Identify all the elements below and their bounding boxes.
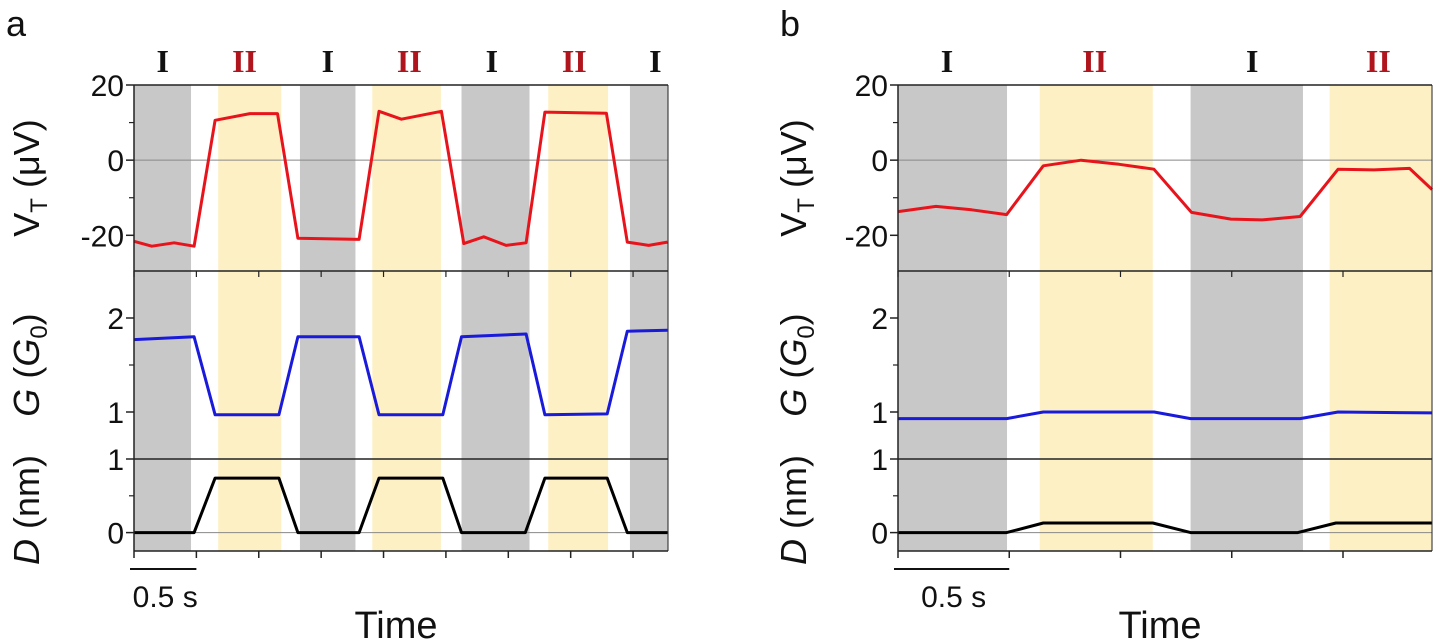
y-axis-label-VT: VT (μV) xyxy=(773,119,820,236)
y-tick-label: 1 xyxy=(107,444,124,477)
y-tick-label: 2 xyxy=(107,303,124,336)
state-label: II xyxy=(1366,43,1391,79)
series-G-line xyxy=(133,328,668,417)
y-tick-label: 2 xyxy=(871,303,888,336)
state-II-region xyxy=(218,85,282,551)
state-I-region xyxy=(629,85,668,551)
x-axis-label: Time xyxy=(354,605,437,644)
state-label: I xyxy=(649,43,661,79)
y-axis-label-G: G (G0) xyxy=(773,313,820,416)
state-label: I xyxy=(486,43,498,79)
y-tick-label: 0 xyxy=(107,518,124,551)
y-axis-label-D: D (nm) xyxy=(773,455,814,565)
state-I-region xyxy=(1190,85,1303,551)
y-tick-label: 20 xyxy=(855,70,888,103)
series-D-line xyxy=(898,521,1432,535)
state-II-region xyxy=(1039,85,1153,551)
scale-bar-label: 0.5 s xyxy=(133,581,198,614)
state-I-region xyxy=(134,85,192,551)
y-axis-label-G: G (G0) xyxy=(6,313,53,416)
series-D-line xyxy=(134,476,668,535)
y-tick-label: 1 xyxy=(107,397,124,430)
y-tick-label: 20 xyxy=(91,70,124,103)
y-axis-label-D: D (nm) xyxy=(6,455,47,565)
state-label: I xyxy=(322,43,334,79)
y-tick-label: -20 xyxy=(845,220,888,253)
state-I-region xyxy=(898,85,1008,551)
state-label: I xyxy=(156,43,168,79)
x-axis-label: Time xyxy=(1118,605,1201,644)
state-label: I xyxy=(941,43,953,79)
y-tick-label: 0 xyxy=(107,145,124,178)
y-axis-label-VT: VT (μV) xyxy=(6,119,53,236)
state-label: II xyxy=(232,43,257,79)
scale-bar-label: 0.5 s xyxy=(921,581,986,614)
series-VT-line xyxy=(897,158,1434,222)
panel-label: a xyxy=(6,3,27,44)
y-tick-label: 0 xyxy=(871,145,888,178)
state-II-region xyxy=(372,85,441,551)
state-II-region xyxy=(1329,85,1432,551)
y-tick-label: 1 xyxy=(871,397,888,430)
state-I-region xyxy=(299,85,356,551)
state-label: I xyxy=(1246,43,1258,79)
state-II-region xyxy=(548,85,609,551)
state-label: II xyxy=(562,43,587,79)
state-I-region xyxy=(461,85,530,551)
y-tick-label: 0 xyxy=(871,518,888,551)
series-G-line xyxy=(898,410,1433,421)
state-label: II xyxy=(397,43,422,79)
y-tick-label: 1 xyxy=(871,444,888,477)
y-tick-label: -20 xyxy=(81,220,124,253)
panel-label: b xyxy=(780,3,800,44)
state-label: II xyxy=(1082,43,1107,79)
